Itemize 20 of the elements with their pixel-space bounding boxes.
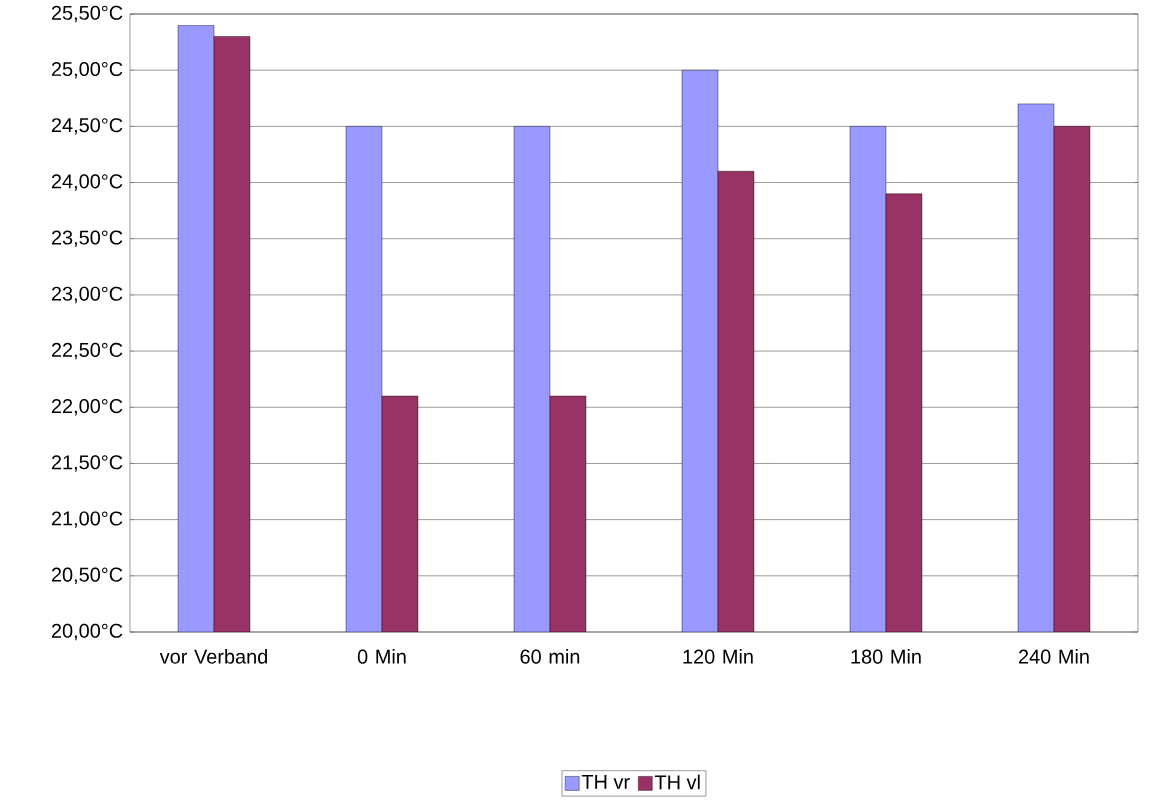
y-tick-label: 21,50°C (51, 455, 123, 472)
y-tick-label: 22,50°C (51, 342, 123, 360)
y-tick-label: 25,00°C (51, 61, 123, 79)
x-tick-label: vor Verband (159, 649, 267, 664)
x-tick-label: 240 Min (1018, 649, 1089, 664)
y-tick-label: 23,00°C (51, 286, 123, 304)
y-tick-label: 21,00°C (51, 511, 123, 528)
y-tick-label: 23,50°C (51, 230, 123, 247)
y-tick-label: 20,50°C (51, 567, 123, 585)
legend-label: TH vr (581, 775, 630, 789)
y-tick-label: 20,00°C (51, 623, 123, 641)
x-tick-label: 180 Min (851, 649, 921, 664)
y-tick-label: 24,50°C (51, 118, 123, 135)
y-tick-label: 25,50°C (51, 5, 123, 23)
y-tick-label: 22,00°C (51, 399, 123, 416)
y-tick-label: 24,00°C (51, 174, 123, 191)
x-tick-label: 60 min (520, 649, 580, 664)
x-tick-label: 120 Min (683, 649, 753, 664)
x-tick-label: 0 Min (357, 649, 406, 664)
legend-label: TH vl (654, 774, 700, 790)
